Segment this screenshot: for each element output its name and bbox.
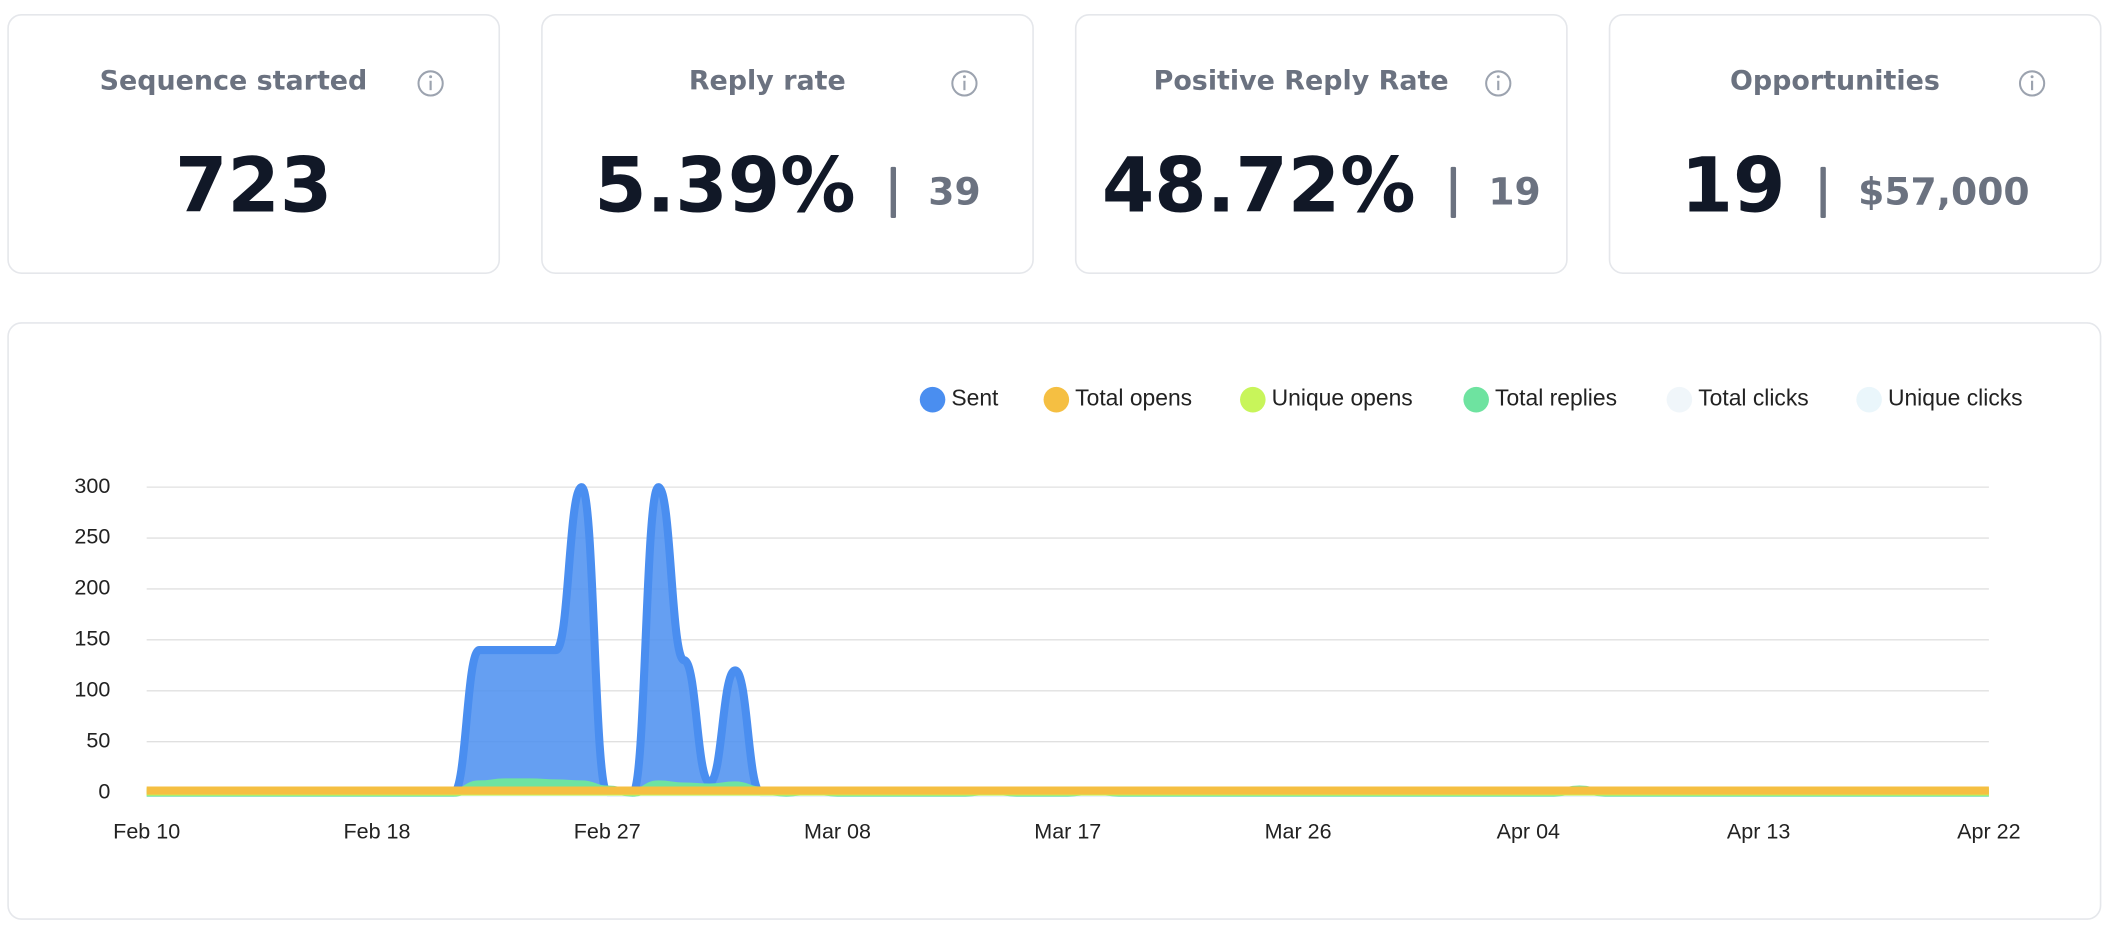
info-icon — [417, 70, 444, 97]
legend-label: Total clicks — [1698, 385, 1809, 411]
metric-card — [1608, 13, 2102, 274]
info-icon-dot — [429, 75, 433, 79]
legend-label: Unique opens — [1272, 385, 1413, 411]
x-tick-label: Apr 04 — [1497, 820, 1560, 844]
legend-swatch — [919, 386, 946, 413]
metric-card — [1074, 13, 1568, 274]
y-tick-label: 100 — [74, 677, 110, 701]
card-title: Positive Reply Rate — [1154, 66, 1449, 97]
card-value: 48.72% — [1102, 142, 1416, 230]
info-icon-dot — [2030, 75, 2034, 79]
card-title: Opportunities — [1730, 66, 1940, 97]
value-separator — [1450, 166, 1457, 218]
y-tick-label: 250 — [74, 525, 110, 549]
y-tick-label: 200 — [74, 576, 110, 600]
value-separator — [1820, 166, 1826, 218]
y-tick-label: 300 — [74, 474, 110, 498]
card-value: 723 — [175, 142, 332, 230]
legend-label: Total opens — [1075, 385, 1192, 411]
legend-label: Total replies — [1495, 385, 1617, 411]
metric-card — [541, 13, 1034, 274]
card-title: Sequence started — [100, 66, 368, 97]
x-tick-label: Mar 26 — [1265, 820, 1332, 844]
y-tick-label: 50 — [86, 728, 110, 752]
info-icon — [1485, 70, 1512, 97]
info-icon — [2018, 70, 2046, 97]
card-secondary-value: 19 — [1488, 169, 1540, 213]
x-tick-label: Feb 10 — [113, 820, 180, 844]
card-value: 19 — [1681, 142, 1786, 230]
info-icon-dot — [1496, 75, 1500, 79]
info-icon-dot — [962, 75, 966, 79]
card-value: 5.39% — [594, 142, 855, 230]
card-secondary-value: $57,000 — [1858, 169, 2030, 213]
legend-label: Unique clicks — [1888, 385, 2023, 411]
legend-swatch — [1856, 386, 1882, 413]
x-tick-label: Feb 18 — [343, 820, 410, 844]
x-tick-label: Apr 22 — [1957, 820, 2020, 844]
x-tick-label: Feb 27 — [574, 820, 641, 844]
x-tick-label: Mar 17 — [1034, 820, 1101, 844]
y-tick-label: 150 — [74, 627, 110, 651]
legend-label: Sent — [951, 385, 999, 411]
legend-swatch — [1666, 386, 1693, 413]
legend-swatch — [1240, 386, 1266, 413]
legend-swatch — [1463, 386, 1489, 413]
y-tick-label: 0 — [98, 779, 110, 803]
card-title: Reply rate — [689, 66, 846, 97]
metric-card — [7, 13, 501, 274]
legend-swatch — [1043, 386, 1070, 413]
x-tick-label: Apr 13 — [1727, 820, 1790, 844]
x-tick-label: Mar 08 — [804, 820, 871, 844]
info-icon — [951, 70, 978, 97]
card-secondary-value: 39 — [928, 169, 980, 213]
value-separator — [890, 166, 897, 218]
